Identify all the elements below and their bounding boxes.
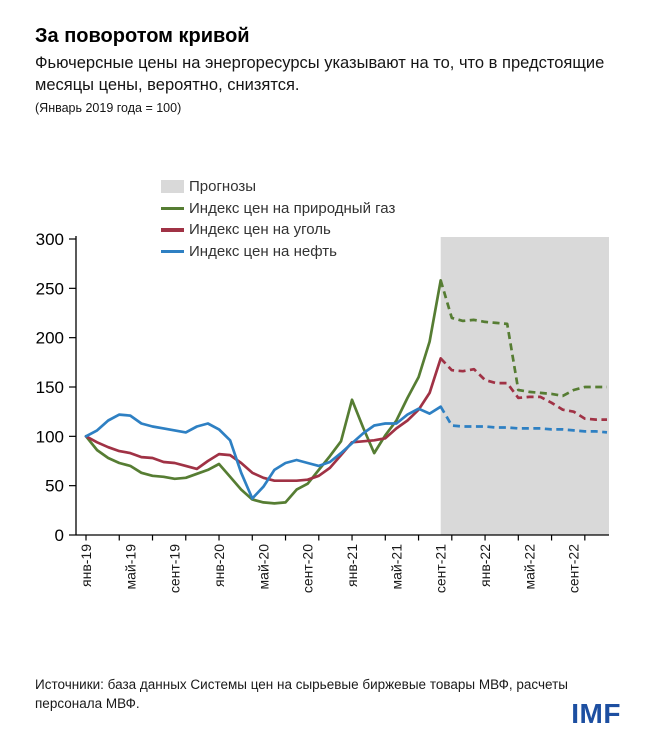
legend-label-coal: Индекс цен на уголь xyxy=(189,221,331,239)
y-tick-label: 100 xyxy=(36,427,64,446)
legend-item-gas: Индекс цен на природный газ xyxy=(161,198,395,220)
x-tick-label: янв-20 xyxy=(211,544,227,587)
index-base-note: (Январь 2019 года = 100) xyxy=(35,100,182,115)
x-tick-label: сент-22 xyxy=(566,544,582,593)
series-coal-history xyxy=(84,357,443,483)
y-tick-label: 150 xyxy=(36,378,64,397)
legend-item-oil: Индекс цен на нефть xyxy=(161,241,395,263)
y-tick-label: 50 xyxy=(45,477,64,496)
x-tick-label: май-21 xyxy=(388,544,404,590)
x-tick-label: янв-22 xyxy=(477,544,493,587)
forecast-region xyxy=(440,237,609,535)
x-tick-label: сент-19 xyxy=(167,544,183,593)
legend-item-coal: Индекс цен на уголь xyxy=(161,219,395,241)
x-tick-label: янв-19 xyxy=(78,544,94,587)
x-tick-label: сент-20 xyxy=(300,544,316,593)
figure-title: За поворотом кривой xyxy=(35,25,250,47)
imf-logo: IMF xyxy=(571,698,621,729)
legend-label-forecast: Прогнозы xyxy=(189,178,257,196)
series-gas-history xyxy=(84,279,443,505)
legend-label-gas: Индекс цен на природный газ xyxy=(189,199,396,217)
gas-line-swatch xyxy=(161,206,184,210)
y-tick-label: 250 xyxy=(36,279,64,298)
series-oil-history xyxy=(84,405,443,500)
series-oil-forecast xyxy=(439,406,608,434)
x-tick-label: май-22 xyxy=(521,544,537,590)
forecast-swatch xyxy=(161,180,184,194)
chart-legend: Прогнозы Индекс цен на природный газ Инд… xyxy=(161,176,395,262)
y-tick-label: 300 xyxy=(36,230,64,249)
price-index-chart: 0 50 100 150 200 250 300 янв-19 май-19 сент-19 янв… xyxy=(36,230,609,593)
legend-label-oil: Индекс цен на нефть xyxy=(189,242,337,260)
x-tick-label: май-19 xyxy=(122,544,138,590)
x-tick-label: май-20 xyxy=(255,544,271,590)
series-gas-forecast xyxy=(439,280,607,398)
figure-subtitle: Фьючерсные цены на энергоресурсы указыва… xyxy=(35,54,605,94)
x-tick-label: сент-21 xyxy=(433,544,449,593)
coal-line-swatch xyxy=(161,228,184,232)
y-tick-label: 0 xyxy=(55,526,64,545)
y-tick-label: 200 xyxy=(36,329,64,348)
oil-line-swatch xyxy=(161,249,184,253)
legend-item-forecast: Прогнозы xyxy=(161,176,395,198)
source-note: Источники: база данных Системы цен на сы… xyxy=(35,677,569,711)
x-tick-label: янв-21 xyxy=(344,544,360,587)
figure-header: За поворотом кривой Фьючерсные цены на э… xyxy=(35,24,625,115)
